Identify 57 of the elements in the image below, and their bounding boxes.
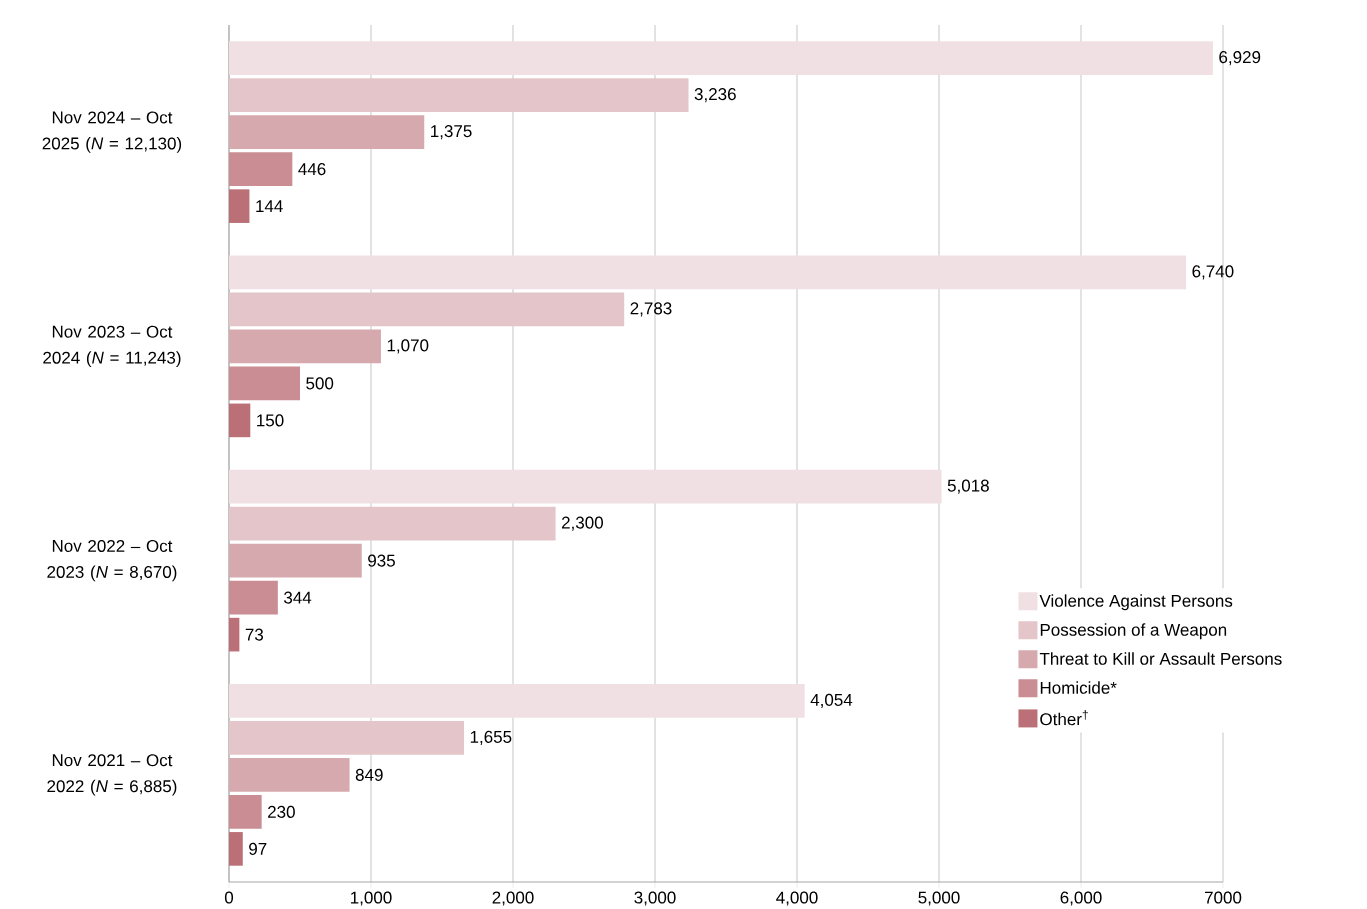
bar (229, 403, 251, 438)
bar (229, 543, 362, 578)
legend-label: Other$^{†}$ (1040, 710, 1088, 726)
data-label: 1,375 (431, 125, 472, 140)
data-label: 1,070 (387, 339, 429, 354)
data-label: 230 (268, 805, 295, 818)
y-tick-label: Nov 2023 – Oct 2024 (N = 11,243) (43, 325, 181, 368)
data-label: 4,054 (810, 693, 853, 708)
data-label: 144 (256, 200, 283, 212)
legend-label: Possession of a Weapon (1040, 623, 1227, 640)
data-label: 2,783 (630, 302, 672, 317)
bar (229, 78, 689, 112)
x-tick-label: 4,000 (776, 891, 818, 906)
bar (229, 329, 381, 364)
x-tick-label: 6,000 (1060, 891, 1102, 906)
bar (229, 366, 300, 401)
bar (229, 684, 805, 718)
x-tick-label: 3,000 (634, 891, 676, 906)
bar (229, 795, 262, 829)
x-tick-label: 1,000 (351, 891, 392, 906)
bar (229, 832, 243, 866)
legend-label: Threat to Kill or Assault Persons (1039, 652, 1282, 665)
data-label: 1,655 (470, 730, 512, 745)
bar (229, 255, 1187, 290)
data-label: 6,929 (1219, 51, 1261, 66)
data-label: 446 (298, 163, 326, 176)
bar (229, 469, 942, 504)
bar (229, 189, 250, 223)
bar (229, 580, 278, 615)
data-label: 344 (284, 591, 312, 604)
bar (229, 41, 1213, 75)
legend-label: Homicide* (1040, 681, 1117, 694)
x-tick-label: 0 (224, 891, 234, 904)
data-label: 500 (306, 377, 334, 390)
bar (229, 758, 350, 792)
y-tick-label: Nov 2024 – Oct 2025 (N = 12,130) (42, 111, 182, 153)
bar (229, 617, 240, 652)
data-label: 935 (368, 554, 395, 567)
data-label: 5,018 (947, 479, 989, 494)
bar (229, 292, 625, 327)
data-label: 3,236 (694, 88, 736, 103)
bar (229, 506, 556, 541)
legend-label: Violence Against Persons (1039, 594, 1233, 611)
data-label: 97 (249, 842, 267, 855)
data-label: 150 (257, 414, 284, 427)
y-tick-label: Nov 2021 – Oct 2022 (N = 6,885) (47, 754, 177, 796)
data-label: 2,300 (561, 516, 603, 531)
data-label: 849 (355, 768, 383, 781)
bar (229, 152, 293, 186)
x-tick-label: 2,000 (492, 891, 534, 906)
y-tick-label: Nov 2022 – Oct 2023 (N = 8,670) (47, 539, 177, 582)
x-tick-label: 7000 (1204, 891, 1242, 904)
bar (229, 721, 465, 755)
x-tick-label: 5,000 (918, 891, 960, 906)
data-label: 6,740 (1192, 265, 1234, 280)
bar (229, 115, 425, 149)
data-label: 73 (245, 628, 264, 641)
